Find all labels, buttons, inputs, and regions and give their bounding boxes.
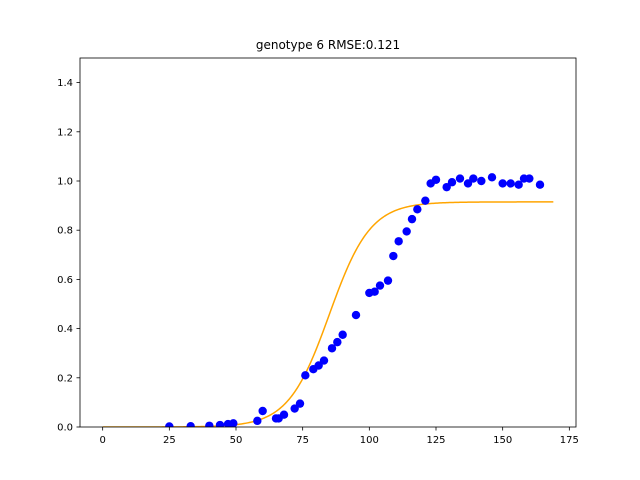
data-point (477, 176, 486, 186)
x-tick-label: 50 (230, 435, 243, 446)
x-tick-label: 25 (163, 435, 176, 446)
data-point (301, 371, 310, 380)
data-point (186, 422, 195, 427)
data-point (389, 251, 398, 261)
chart-title: genotype 6 RMSE:0.121 (256, 38, 400, 52)
plot-content (102, 173, 554, 427)
y-tick-label: 0.8 (57, 226, 73, 237)
x-tick-label: 150 (493, 435, 512, 446)
data-point (447, 178, 457, 187)
data-point (370, 287, 379, 296)
data-point (407, 214, 417, 224)
y-tick-label: 0.4 (57, 324, 73, 335)
data-point (314, 361, 323, 370)
y-tick-label: 1.2 (57, 127, 73, 138)
data-point (431, 175, 441, 184)
data-point (463, 179, 473, 188)
data-point (319, 356, 329, 365)
data-point (394, 237, 403, 246)
data-point (498, 179, 507, 188)
data-point (290, 404, 299, 413)
y-tick-label: 0.6 (57, 275, 73, 286)
data-point (402, 227, 411, 236)
data-point (253, 416, 262, 426)
x-tick-label: 125 (426, 435, 445, 446)
data-point (506, 179, 515, 188)
data-point (514, 180, 523, 189)
y-tick-label: 1.4 (57, 78, 73, 89)
x-tick-label: 175 (560, 435, 579, 446)
axes-frame (79, 57, 577, 428)
data-point (338, 330, 347, 339)
x-tick-label: 100 (360, 435, 379, 446)
data-point (279, 410, 289, 419)
data-point (487, 173, 497, 182)
data-point (413, 205, 422, 214)
data-point (455, 174, 465, 183)
data-point (205, 421, 214, 427)
data-point (333, 337, 342, 347)
y-tick-label: 0.2 (57, 373, 73, 384)
data-point (525, 174, 534, 183)
data-point (375, 281, 385, 290)
data-point (165, 422, 174, 427)
data-point (383, 276, 393, 285)
data-point (469, 174, 478, 183)
data-point (327, 344, 337, 353)
y-tick-label: 0.0 (57, 423, 73, 434)
data-point (421, 196, 430, 205)
y-tick-label: 1.0 (57, 177, 73, 188)
x-tick-label: 75 (296, 435, 309, 446)
plot-area (102, 173, 554, 427)
data-point (295, 399, 305, 408)
data-point (229, 419, 238, 427)
x-tick-label: 0 (99, 435, 105, 446)
data-point (351, 310, 361, 320)
data-point (215, 420, 225, 427)
data-point (535, 180, 545, 189)
axes: 0 25 50 75 100 125 150 175 0.0 0.2 0.4 0.6 0.8 1.0 1.2… (57, 57, 579, 446)
data-point (258, 406, 267, 416)
data-point (442, 182, 451, 192)
